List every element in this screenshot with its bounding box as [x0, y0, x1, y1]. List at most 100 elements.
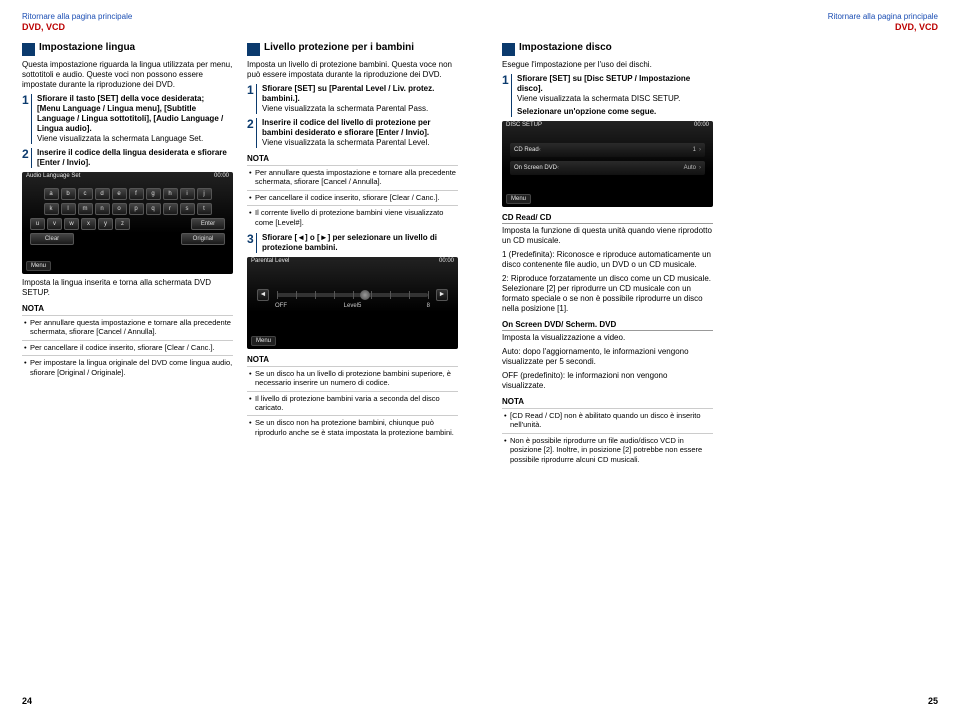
kbd-key[interactable]: r — [163, 203, 178, 215]
pl-min: OFF — [275, 303, 287, 309]
kbd-enter[interactable]: Enter — [191, 218, 225, 230]
step-num: 1 — [502, 74, 512, 117]
kbd-key[interactable]: a — [44, 188, 59, 200]
pl-max: 8 — [427, 303, 430, 309]
page-left: Ritornare alla pagina principale DVD, VC… — [0, 0, 480, 716]
kbd-key[interactable]: l — [61, 203, 76, 215]
col-protezione: Livello protezione per i bambini Imposta… — [247, 42, 458, 440]
chevron-left-icon[interactable]: ‹ — [557, 165, 559, 171]
section-title-disco: Impostazione disco — [519, 42, 612, 54]
sub-onscreen-off: OFF (predefinito): le informazioni non v… — [502, 371, 713, 391]
row2-value: Auto — [681, 165, 699, 171]
kbd-title: Audio Language Set — [26, 173, 80, 179]
step-1-protez: 1 Sfiorare [SET] su [Parental Level / Li… — [247, 84, 458, 114]
menu-btn[interactable]: Menu — [251, 336, 276, 346]
step-num: 1 — [247, 84, 257, 114]
kbd-key[interactable]: b — [61, 188, 76, 200]
step1-text: Sfiorare [SET] su [Parental Level / Liv.… — [262, 84, 434, 103]
kbd-key[interactable]: p — [129, 203, 144, 215]
kbd-key[interactable]: o — [112, 203, 127, 215]
screenshot-parental-level: Parental Level 00:00 ◄ ► OFF Level5 8 Me… — [247, 257, 458, 349]
kbd-clear[interactable]: Clear — [30, 233, 74, 245]
nota-heading: NOTA — [247, 355, 458, 364]
step-num: 2 — [247, 118, 257, 148]
page-number-left: 24 — [22, 696, 32, 706]
kbd-key[interactable]: h — [163, 188, 178, 200]
disc-row-onscreen[interactable]: On Screen DVD ‹ Auto › — [510, 161, 705, 175]
kbd-key[interactable]: g — [146, 188, 161, 200]
kbd-original[interactable]: Original — [181, 233, 225, 245]
kbd-key[interactable]: w — [64, 218, 79, 230]
nota-item: Non è possibile riprodurre un file audio… — [502, 433, 713, 464]
step1c-text: Selezionare un'opzione come segue. — [517, 107, 656, 116]
kbd-key[interactable]: t — [197, 203, 212, 215]
kbd-key[interactable]: e — [112, 188, 127, 200]
screenshot-keyboard: Audio Language Set 00:00 abcdefghij klmn… — [22, 172, 233, 274]
arrow-right-btn[interactable]: ► — [436, 289, 448, 301]
kbd-key[interactable]: m — [78, 203, 93, 215]
kbd-key[interactable]: v — [47, 218, 62, 230]
col-lingua: Impostazione lingua Questa impostazione … — [22, 42, 233, 440]
sub-onscreen-auto: Auto: dopo l'aggiornamento, le informazi… — [502, 347, 713, 367]
step2-text: Inserire il codice della lingua desidera… — [37, 148, 227, 167]
nota-heading: NOTA — [22, 304, 233, 313]
disc-row-cdread[interactable]: CD Read ‹ 1 › — [510, 143, 705, 157]
pl-val: Level5 — [344, 303, 362, 309]
disc-title: DISC SETUP — [506, 122, 542, 128]
kbd-key[interactable]: z — [115, 218, 130, 230]
chevron-left-icon[interactable]: ‹ — [539, 147, 541, 153]
step1-text: Sfiorare il tasto [SET] della voce desid… — [37, 94, 223, 133]
col-empty-right — [727, 42, 938, 467]
nota-item: Il corrente livello di protezione bambin… — [247, 205, 458, 227]
header-link[interactable]: Ritornare alla pagina principale — [22, 12, 458, 21]
kbd-key[interactable]: n — [95, 203, 110, 215]
step-num: 2 — [22, 148, 32, 168]
step-num: 3 — [247, 233, 257, 253]
step2-sub: Viene visualizzata la schermata Parental… — [262, 138, 458, 148]
nota-protez-1: NOTA Per annullare questa impostazione e… — [247, 154, 458, 227]
menu-btn[interactable]: Menu — [506, 194, 531, 204]
step-2-lingua: 2 Inserire il codice della lingua deside… — [22, 148, 233, 168]
kbd-key[interactable]: k — [44, 203, 59, 215]
nota-item: Per annullare questa impostazione e torn… — [247, 165, 458, 187]
kbd-key[interactable]: s — [180, 203, 195, 215]
sub-cdread-title: CD Read/ CD — [502, 213, 713, 224]
header-category: DVD, VCD — [22, 22, 458, 32]
intro-protezione: Imposta un livello di protezione bambini… — [247, 60, 458, 80]
nota-protez-2: NOTA Se un disco ha un livello di protez… — [247, 355, 458, 437]
header-link[interactable]: Ritornare alla pagina principale — [502, 12, 938, 21]
step-1-disco: 1 Sfiorare [SET] su [Disc SETUP / Impost… — [502, 74, 713, 117]
chevron-right-icon[interactable]: › — [699, 147, 701, 153]
step-num: 1 — [22, 94, 32, 144]
header-right: Ritornare alla pagina principale DVD, VC… — [502, 12, 938, 32]
arrow-left-btn[interactable]: ◄ — [257, 289, 269, 301]
section-title-protezione: Livello protezione per i bambini — [264, 42, 414, 54]
kbd-key[interactable]: q — [146, 203, 161, 215]
section-marker — [502, 43, 515, 56]
nota-item: Per cancellare il codice inserito, sfior… — [247, 190, 458, 202]
kbd-key[interactable]: x — [81, 218, 96, 230]
kbd-key[interactable]: i — [180, 188, 195, 200]
pl-title: Parental Level — [251, 258, 289, 264]
kbd-key[interactable]: c — [78, 188, 93, 200]
step-1-lingua: 1 Sfiorare il tasto [SET] della voce des… — [22, 94, 233, 144]
kbd-key[interactable]: j — [197, 188, 212, 200]
chevron-right-icon[interactable]: › — [699, 165, 701, 171]
kbd-key[interactable]: y — [98, 218, 113, 230]
header-left: Ritornare alla pagina principale DVD, VC… — [22, 12, 458, 32]
row1-value: 1 — [690, 147, 699, 153]
kbd-key[interactable]: f — [129, 188, 144, 200]
pl-clock: 00:00 — [439, 258, 454, 264]
pl-handle[interactable] — [360, 290, 370, 300]
nota-item: Per cancellare il codice inserito, sfior… — [22, 340, 233, 352]
menu-btn[interactable]: Menu — [26, 261, 51, 271]
section-marker — [22, 43, 35, 56]
step3-text: Sfiorare [◄] o [►] per selezionare un li… — [262, 233, 437, 252]
kbd-key[interactable]: u — [30, 218, 45, 230]
step-2-protez: 2 Inserire il codice del livello di prot… — [247, 118, 458, 148]
step1-sub: Viene visualizzata la schermata Parental… — [262, 104, 458, 114]
intro-disco: Esegue l'impostazione per l'uso dei disc… — [502, 60, 713, 70]
sub-cdread-1: 1 (Predefinita): Riconosce e riproduce a… — [502, 250, 713, 270]
nota-item: Se un disco ha un livello di protezione … — [247, 366, 458, 388]
kbd-key[interactable]: d — [95, 188, 110, 200]
